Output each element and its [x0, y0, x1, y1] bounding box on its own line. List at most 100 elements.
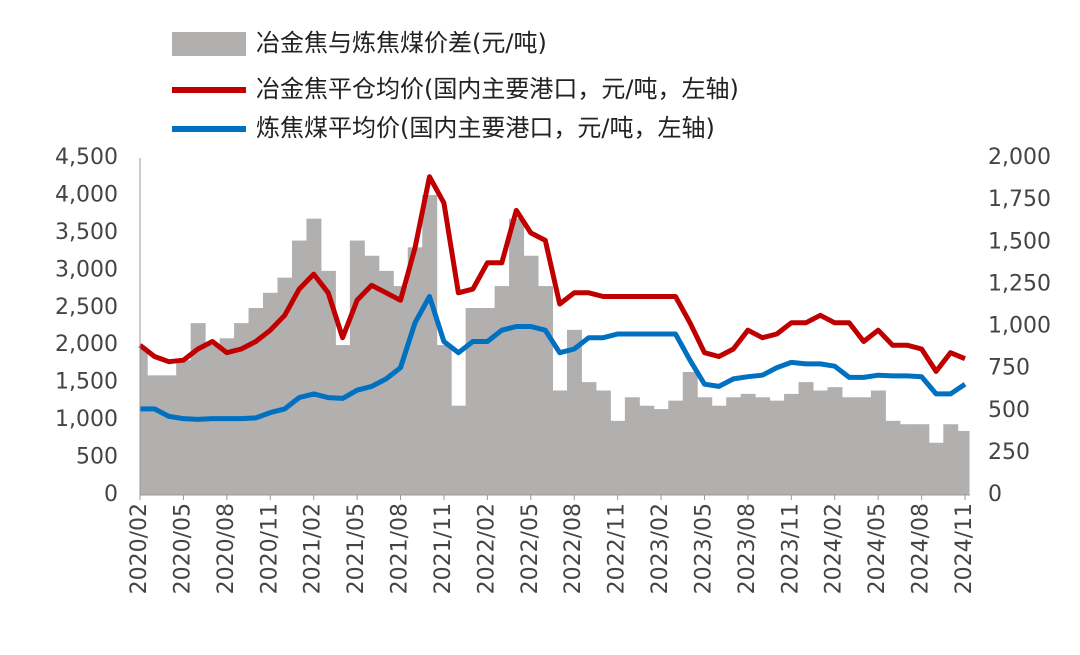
bar	[755, 397, 771, 495]
bar	[928, 442, 944, 495]
x-tick-label: 2022/02	[474, 503, 499, 594]
x-tick-label: 2022/05	[518, 503, 543, 594]
bar	[349, 240, 365, 495]
y-tick-label: 3,500	[55, 220, 118, 245]
bar	[277, 277, 293, 495]
x-tick-label: 2024/05	[865, 503, 890, 594]
bar	[827, 387, 843, 495]
bar	[682, 371, 698, 495]
y2-tick-label: 0	[988, 482, 1002, 507]
y2-tick-label: 500	[988, 398, 1030, 423]
x-tick-label: 2021/11	[431, 503, 456, 594]
bar	[263, 292, 278, 495]
bar	[190, 323, 206, 495]
bar	[566, 329, 582, 495]
x-tick-label: 2023/08	[735, 503, 760, 594]
legend-swatch	[172, 32, 246, 56]
x-tick-label: 2020/02	[127, 503, 152, 594]
bar	[784, 393, 800, 495]
bar	[161, 375, 177, 495]
x-tick-label: 2024/11	[952, 503, 977, 594]
y-tick-label: 500	[76, 445, 118, 470]
bar	[393, 286, 409, 495]
bar	[378, 270, 394, 495]
x-tick-label: 2023/02	[648, 503, 673, 594]
bar	[914, 424, 930, 495]
bar	[856, 397, 872, 495]
bar	[813, 390, 828, 495]
bar	[364, 255, 380, 495]
bar	[581, 382, 597, 495]
y-tick-label: 2,000	[55, 332, 118, 357]
x-tick-label: 2021/02	[301, 503, 326, 594]
bar	[335, 345, 351, 495]
bar	[552, 390, 568, 495]
bar	[407, 247, 423, 495]
bar	[711, 405, 727, 495]
legend-label: 冶金焦与炼焦煤价差(元/吨)	[256, 29, 547, 57]
bar	[523, 255, 539, 495]
bar	[234, 323, 250, 495]
x-tick-label: 2020/11	[257, 503, 282, 594]
line	[140, 294, 967, 422]
y-tick-label: 3,000	[55, 257, 118, 282]
bar	[870, 390, 886, 495]
bar	[740, 393, 756, 495]
line	[138, 174, 966, 374]
bar	[451, 405, 467, 495]
bar	[668, 400, 684, 495]
bar	[653, 409, 669, 495]
bar	[140, 348, 148, 495]
bar	[509, 218, 525, 495]
x-tick-label: 2020/08	[214, 503, 239, 594]
bar	[465, 307, 481, 495]
x-tick-label: 2022/11	[605, 503, 630, 594]
bar	[436, 345, 452, 495]
y2-tick-label: 1,250	[988, 271, 1051, 296]
bar	[624, 397, 640, 495]
bar	[595, 390, 611, 495]
bar	[480, 307, 496, 495]
bar	[841, 397, 857, 495]
bar	[943, 424, 959, 495]
bar	[320, 270, 336, 495]
bar	[248, 307, 264, 495]
x-tick-label: 2021/08	[388, 503, 413, 594]
x-tick-label: 2023/05	[691, 503, 716, 594]
x-tick-label: 2024/02	[822, 503, 847, 594]
legend-label: 炼焦煤平均价(国内主要港口，元/吨，左轴)	[256, 114, 715, 142]
x-tick-label: 2022/08	[561, 503, 586, 594]
bar	[697, 397, 713, 495]
x-tick-label: 2023/11	[778, 503, 803, 594]
bar	[494, 286, 510, 495]
bar	[147, 375, 163, 495]
bar	[306, 218, 322, 495]
y-tick-label: 1,500	[55, 370, 118, 395]
y-tick-label: 1,000	[55, 407, 118, 432]
bar	[422, 195, 438, 495]
x-tick-label: 2020/05	[170, 503, 195, 594]
bar	[769, 400, 785, 495]
legend-label: 冶金焦平仓均价(国内主要港口，元/吨，左轴)	[256, 75, 739, 103]
bar	[957, 430, 970, 495]
y-tick-label: 2,500	[55, 295, 118, 320]
x-tick-label: 2024/08	[909, 503, 934, 594]
x-tick-label: 2021/05	[344, 503, 369, 594]
y2-tick-label: 750	[988, 356, 1030, 381]
y-tick-label: 0	[104, 482, 118, 507]
y2-tick-label: 250	[988, 440, 1030, 465]
bar	[610, 420, 626, 495]
bar	[538, 286, 553, 495]
y-tick-label: 4,500	[55, 145, 118, 170]
bar	[885, 420, 901, 495]
bar	[639, 405, 655, 495]
y2-tick-label: 1,500	[988, 229, 1051, 254]
y-tick-label: 4,000	[55, 182, 118, 207]
y2-tick-label: 1,000	[988, 314, 1051, 339]
bar	[899, 424, 915, 495]
y2-tick-label: 1,750	[988, 187, 1051, 212]
bar	[798, 382, 814, 495]
y2-tick-label: 2,000	[988, 145, 1051, 170]
bar	[176, 360, 192, 495]
